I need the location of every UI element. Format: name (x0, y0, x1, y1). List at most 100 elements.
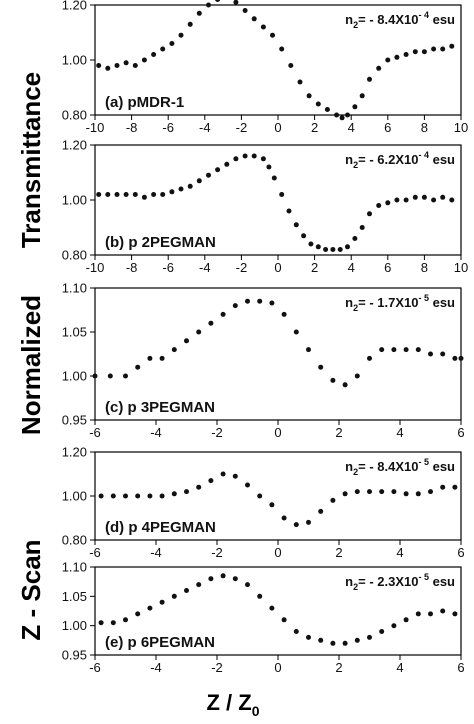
data-point (220, 471, 226, 477)
data-point (391, 347, 397, 353)
data-point (135, 364, 141, 370)
data-point (428, 351, 433, 357)
data-point (379, 489, 385, 495)
data-point (324, 107, 330, 112)
data-point (379, 629, 385, 634)
n2-symbol: n (345, 459, 353, 474)
data-point (352, 104, 358, 110)
data-point (440, 351, 446, 357)
data-point (421, 49, 427, 55)
data-point (342, 491, 348, 497)
panel-label: (c) p 3PEGMAN (105, 399, 215, 416)
data-point (330, 497, 336, 503)
n2-annotation: n2= - 8.4X10- 5 esu (345, 457, 455, 477)
data-point (318, 637, 324, 643)
y-tick-label: 1.00 (62, 53, 87, 68)
data-point (306, 634, 311, 640)
data-point (160, 192, 166, 197)
data-point (169, 189, 175, 195)
y-tick-label: 0.80 (62, 108, 87, 123)
data-point (169, 41, 175, 46)
x-tick-label: -4 (150, 660, 162, 675)
n2-exponent: - 5 (418, 457, 429, 467)
data-point (379, 347, 385, 353)
data-point (123, 60, 129, 66)
data-point (367, 355, 372, 361)
data-point (330, 247, 336, 252)
y-tick-label: 0.80 (62, 248, 87, 263)
data-point (215, 0, 221, 2)
data-point (233, 156, 239, 162)
n2-symbol: n (345, 574, 353, 589)
data-point (107, 373, 113, 379)
data-point (293, 222, 299, 228)
x-tick-label: -6 (89, 660, 101, 675)
data-point (440, 484, 446, 490)
data-point (330, 640, 336, 646)
x-tick-label: 8 (421, 260, 428, 275)
data-point (159, 493, 165, 499)
data-point (421, 194, 427, 200)
data-point (151, 192, 157, 197)
data-point (293, 522, 299, 528)
n2-unit: esu (429, 459, 455, 474)
n2-subscript: 2 (353, 467, 358, 477)
x-tick-label: 2 (335, 425, 342, 440)
data-point (123, 192, 129, 197)
data-point (415, 491, 421, 497)
n2-symbol: n (345, 295, 353, 310)
n2-value: = - 8.4X10 (358, 459, 418, 474)
y-tick-label: 1.20 (62, 445, 87, 460)
data-point (171, 347, 177, 353)
data-point (354, 489, 360, 495)
data-point (92, 373, 98, 379)
data-point (279, 46, 285, 52)
data-point (141, 194, 147, 200)
data-point (367, 76, 372, 82)
data-point (159, 599, 165, 605)
data-point (318, 508, 324, 514)
data-point (171, 593, 177, 599)
data-point (306, 519, 311, 525)
data-point (147, 355, 153, 361)
data-point (242, 153, 248, 159)
data-point (123, 373, 128, 379)
x-tick-label: -2 (236, 260, 248, 275)
data-point (415, 347, 421, 353)
data-point (367, 489, 372, 495)
x-tick-label: 0 (274, 425, 281, 440)
x-tick-label: 4 (348, 120, 355, 135)
data-point (415, 611, 421, 617)
data-point (385, 200, 391, 206)
data-point (359, 225, 365, 230)
y-tick-label: 0.95 (62, 413, 87, 428)
data-point (315, 244, 321, 250)
x-tick-label: -2 (211, 545, 223, 560)
data-point (114, 192, 120, 197)
data-point (220, 311, 226, 317)
x-tick-label: -6 (89, 425, 101, 440)
data-point (281, 311, 287, 317)
panel-1: -10 -8 -6 -4 -2 0 2 4 6 8 10 0.80 1.00 1.20 (a) pMDR-1… (62, 0, 468, 135)
data-point (257, 493, 263, 499)
panel-label: (a) pMDR-1 (105, 94, 184, 111)
data-point (147, 493, 153, 499)
x-tick-label: 2 (335, 545, 342, 560)
y-tick-label: 1.05 (62, 589, 87, 604)
n2-annotation: n2= - 8.4X10- 4 esu (345, 10, 455, 30)
data-point (394, 54, 400, 60)
data-point (232, 576, 238, 582)
data-point (297, 79, 303, 85)
data-point (266, 164, 272, 170)
data-point (269, 300, 275, 306)
data-point (184, 489, 189, 495)
data-point (286, 208, 292, 214)
x-tick-label: 6 (457, 545, 464, 560)
n2-exponent: - 4 (418, 150, 429, 160)
data-point (301, 233, 307, 239)
x-tick-label: -4 (150, 545, 162, 560)
x-tick-label: 2 (311, 260, 318, 275)
data-point (315, 101, 321, 107)
data-point (403, 617, 409, 623)
data-point (96, 63, 102, 68)
